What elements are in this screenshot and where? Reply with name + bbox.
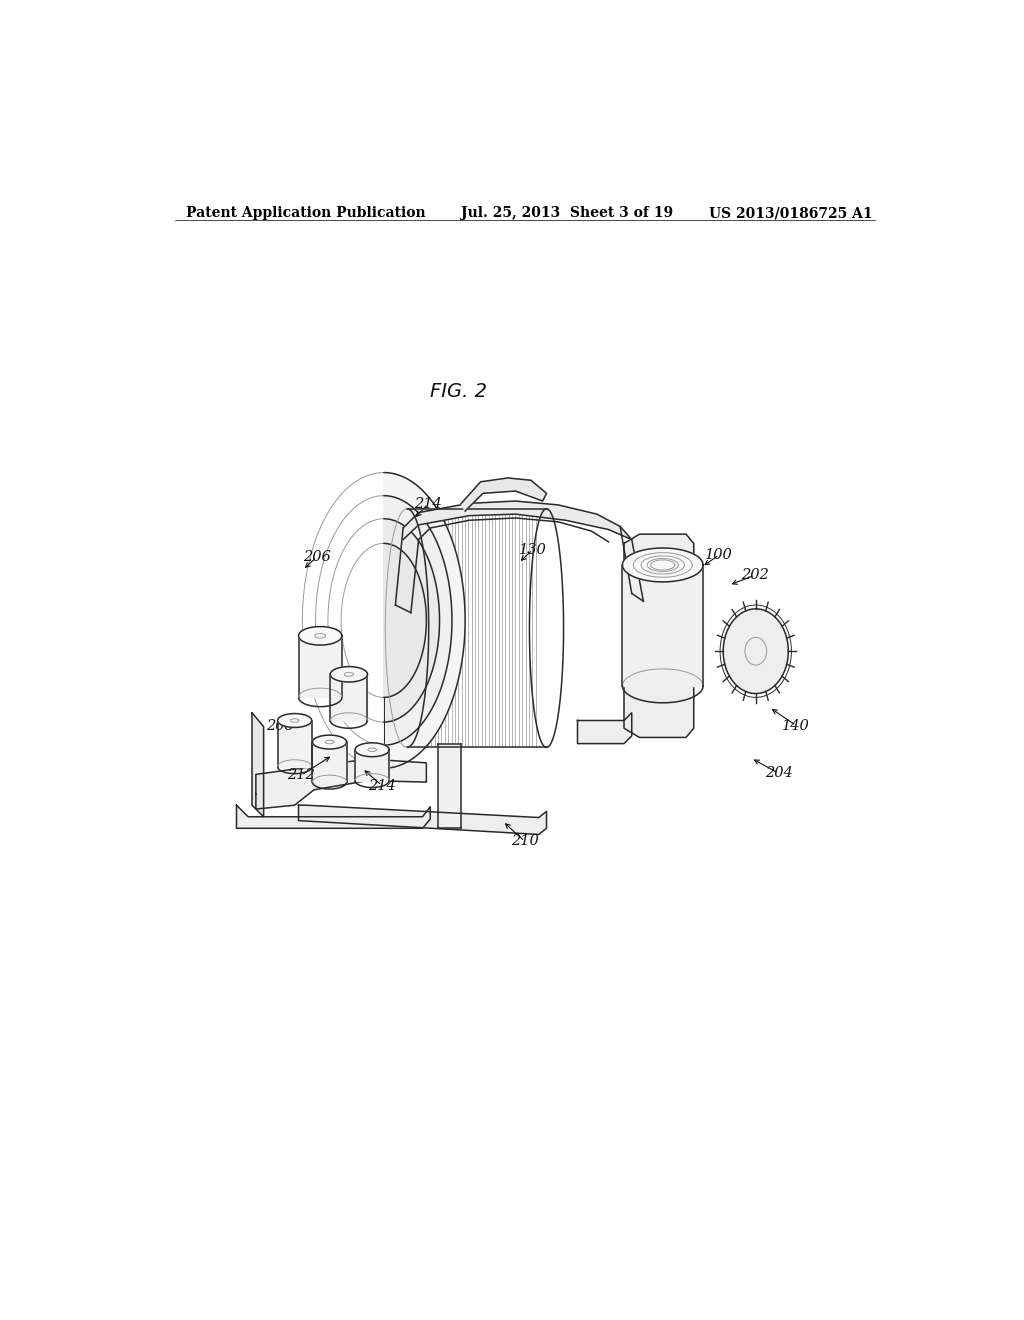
Polygon shape: [237, 805, 430, 829]
Polygon shape: [331, 675, 368, 721]
Polygon shape: [355, 743, 389, 756]
Polygon shape: [623, 548, 703, 582]
Polygon shape: [750, 628, 762, 675]
Polygon shape: [331, 667, 368, 682]
Text: 210: 210: [511, 834, 539, 849]
Text: 206: 206: [303, 550, 331, 564]
Text: 208: 208: [266, 718, 294, 733]
Text: 204: 204: [765, 767, 793, 780]
Polygon shape: [438, 743, 461, 829]
Polygon shape: [278, 721, 311, 767]
Polygon shape: [624, 535, 693, 738]
Text: Patent Application Publication: Patent Application Publication: [186, 206, 426, 220]
Polygon shape: [312, 735, 346, 748]
Text: 130: 130: [519, 543, 547, 557]
Text: 212: 212: [287, 768, 314, 783]
Polygon shape: [623, 565, 703, 686]
Polygon shape: [407, 508, 429, 747]
Polygon shape: [578, 713, 632, 743]
Polygon shape: [403, 502, 632, 540]
Polygon shape: [278, 714, 311, 727]
Polygon shape: [299, 627, 342, 645]
Polygon shape: [299, 636, 342, 697]
Polygon shape: [384, 473, 465, 768]
Polygon shape: [384, 496, 452, 744]
Text: 214: 214: [368, 779, 396, 792]
Text: FIG. 2: FIG. 2: [430, 381, 487, 401]
Polygon shape: [252, 713, 263, 817]
Text: 100: 100: [706, 548, 733, 562]
Text: US 2013/0186725 A1: US 2013/0186725 A1: [710, 206, 872, 220]
Polygon shape: [299, 805, 547, 834]
Polygon shape: [312, 742, 346, 781]
Polygon shape: [384, 544, 426, 697]
Text: 140: 140: [782, 718, 810, 733]
Polygon shape: [384, 519, 439, 722]
Polygon shape: [256, 759, 426, 809]
Polygon shape: [461, 478, 547, 511]
Polygon shape: [355, 750, 389, 780]
Text: 214: 214: [414, 496, 441, 511]
Text: 202: 202: [741, 568, 769, 582]
Polygon shape: [723, 609, 788, 693]
Text: Jul. 25, 2013  Sheet 3 of 19: Jul. 25, 2013 Sheet 3 of 19: [461, 206, 674, 220]
